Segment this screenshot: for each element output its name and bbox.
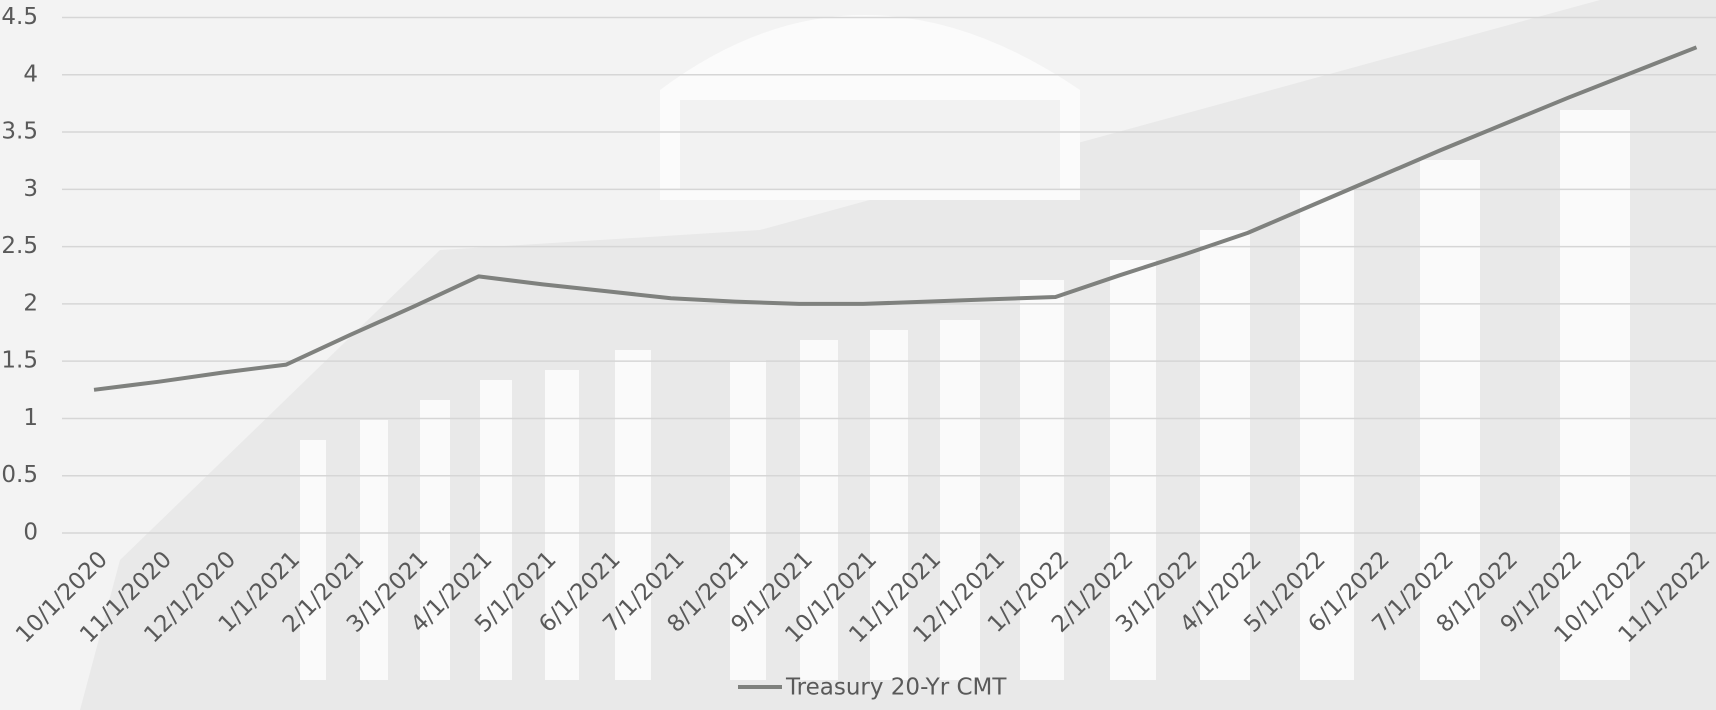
y-tick-label: 4 xyxy=(23,61,38,87)
y-tick-label: 2 xyxy=(23,290,38,316)
y-tick-label: 3 xyxy=(23,176,38,202)
y-tick-label: 0.5 xyxy=(1,462,38,488)
y-tick-label: 0 xyxy=(23,520,38,546)
y-tick-label: 1.5 xyxy=(1,348,38,374)
y-tick-label: 1 xyxy=(23,405,38,431)
series-line xyxy=(93,45,1698,392)
y-tick-label: 4.5 xyxy=(1,4,38,30)
legend-label: Treasury 20-Yr CMT xyxy=(785,675,1007,701)
y-tick-label: 2.5 xyxy=(1,233,38,259)
y-tick-label: 3.5 xyxy=(1,119,38,145)
